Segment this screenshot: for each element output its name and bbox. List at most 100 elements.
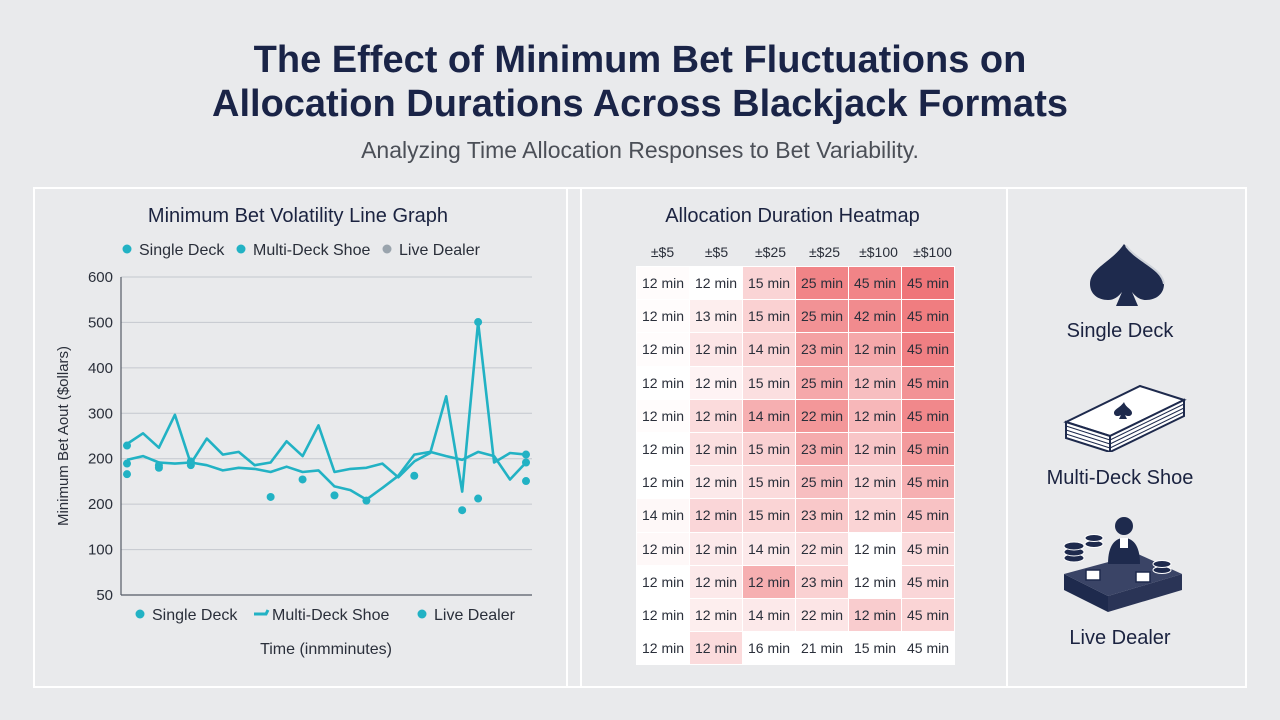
y-tick-label: 50 — [96, 587, 113, 604]
heatmap-cell: 12 min — [636, 531, 690, 566]
heatmap-cell: 12 min — [848, 564, 902, 599]
heatmap-cell: 12 min — [636, 631, 690, 666]
heatmap-cell: 12 min — [689, 498, 743, 533]
heatmap-cell: 12 min — [848, 498, 902, 533]
y-tick-label: 200 — [88, 496, 113, 513]
y-tick-label: 500 — [88, 314, 113, 331]
heatmap-cell: 12 min — [689, 365, 743, 400]
format-label-live-dealer: Live Dealer — [1069, 627, 1171, 649]
legend-label: Multi-Deck Shoe — [253, 242, 370, 259]
heatmap-cell: 16 min — [742, 631, 796, 666]
heatmap-cell: 12 min — [636, 597, 690, 633]
legend-label: Live Dealer — [399, 242, 481, 259]
heatmap-cell: 14 min — [742, 531, 796, 566]
heatmap-row: 12 min 12 min 16 min 21 min 15 min 45 min — [636, 631, 955, 666]
heatmap-cell: 45 min — [901, 365, 955, 400]
data-point — [362, 496, 371, 505]
heatmap-cell: 12 min — [636, 398, 690, 433]
heatmap-column-header: ±$25 — [754, 244, 787, 260]
legend-marker — [382, 244, 392, 254]
heatmap-cell: 25 min — [795, 365, 849, 400]
heatmap-cell: 22 min — [795, 531, 849, 566]
card-shoe-icon — [1063, 384, 1187, 452]
panel-divider — [580, 188, 582, 688]
legend-label: Single Deck — [152, 607, 238, 624]
heatmap-cell: 45 min — [901, 498, 955, 533]
heatmap-cell: 25 min — [795, 299, 849, 334]
heatmap-cell: 12 min — [636, 431, 690, 467]
line-chart-title: Minimum Bet Volatility Line Graph — [147, 205, 449, 227]
heatmap-cell: 12 min — [689, 431, 743, 467]
heatmap-row: 12 min 12 min 12 min 23 min 12 min 45 min — [636, 564, 955, 599]
legend-marker — [122, 244, 132, 254]
heatmap-cell: 12 min — [636, 465, 690, 500]
heatmap-cell: 15 min — [742, 431, 796, 467]
heatmap-cell: 12 min — [848, 431, 902, 467]
heatmap-cell: 14 min — [742, 398, 796, 433]
y-tick-label: 100 — [88, 542, 113, 559]
heatmap-cell: 15 min — [742, 465, 796, 500]
heatmap-cell: 45 min — [901, 597, 955, 633]
content-panel — [33, 187, 1247, 688]
heatmap-row: 12 min 12 min 15 min 23 min 12 min 45 min — [636, 431, 955, 467]
heatmap-row: 12 min 12 min 14 min 23 min 12 min 45 min — [636, 332, 955, 367]
heatmap-row: 12 min 12 min 15 min 25 min 12 min 45 min — [636, 465, 955, 500]
heatmap-cell: 12 min — [689, 265, 743, 301]
heatmap-cell: 42 min — [848, 299, 902, 334]
data-point — [123, 470, 131, 479]
heatmap-cell: 12 min — [689, 465, 743, 500]
heatmap-row: 12 min 12 min 14 min 22 min 12 min 45 min — [636, 398, 955, 433]
heatmap-cell: 12 min — [689, 332, 743, 367]
legend-marker — [417, 609, 427, 619]
data-point — [522, 458, 530, 467]
data-point — [154, 463, 163, 472]
heatmap-row: 12 min 13 min 15 min 25 min 42 min 45 min — [636, 299, 955, 334]
heatmap-cell: 12 min — [742, 564, 796, 599]
heatmap-cell: 14 min — [742, 332, 796, 367]
heatmap-row: 12 min 12 min 14 min 22 min 12 min 45 min — [636, 531, 955, 566]
heatmap-row: 14 min 12 min 15 min 23 min 12 min 45 min — [636, 498, 955, 533]
heatmap-cell: 15 min — [742, 265, 796, 301]
heatmap-cell: 23 min — [795, 564, 849, 599]
page-subtitle: Analyzing Time Allocation Responses to B… — [361, 137, 919, 163]
heatmap-cell: 45 min — [901, 465, 955, 500]
heatmap-cell: 12 min — [689, 564, 743, 599]
heatmap-column-header: ±$25 — [808, 244, 841, 260]
heatmap-title: Allocation Duration Heatmap — [665, 205, 920, 227]
panel-divider — [1006, 188, 1008, 688]
heatmap-cell: 13 min — [689, 299, 743, 334]
data-point — [522, 450, 530, 459]
heatmap-cell: 12 min — [689, 631, 743, 666]
heatmap-cell: 12 min — [689, 531, 743, 566]
heatmap-cell: 15 min — [742, 498, 796, 533]
y-axis-label: Minimum Bet Aout ($ollars) — [55, 346, 72, 526]
heatmap-cell: 45 min — [901, 531, 955, 566]
title-line-2: Allocation Durations Across Blackjack Fo… — [212, 83, 1068, 125]
data-point — [298, 475, 307, 484]
heatmap-cell: 25 min — [795, 265, 849, 301]
heatmap-cell: 12 min — [636, 299, 690, 334]
heatmap-cell: 15 min — [742, 299, 796, 334]
format-label-multi-deck-shoe: Multi-Deck Shoe — [1046, 467, 1194, 489]
legend-label: Multi-Deck Shoe — [272, 607, 389, 624]
heatmap-cell: 12 min — [636, 332, 690, 367]
heatmap-cell: 23 min — [795, 332, 849, 367]
heatmap-cell: 45 min — [901, 564, 955, 599]
data-point — [186, 457, 195, 466]
heatmap-cell: 12 min — [848, 597, 902, 633]
heatmap-cell: 21 min — [795, 631, 849, 666]
heatmap-cell: 45 min — [848, 265, 902, 301]
spade-icon — [1090, 244, 1165, 306]
x-axis-label: Time (inmminutes) — [260, 641, 392, 658]
heatmap-cell: 45 min — [901, 265, 955, 301]
heatmap-cell: 12 min — [848, 365, 902, 400]
legend-marker — [236, 244, 246, 254]
heatmap-cell: 12 min — [848, 531, 902, 566]
title-line-1: The Effect of Minimum Bet Fluctuations o… — [253, 39, 1027, 81]
heatmap-cell: 14 min — [636, 498, 690, 533]
heatmap-cell: 12 min — [689, 398, 743, 433]
legend-marker — [254, 609, 270, 616]
heatmap-column-header: ±$100 — [913, 244, 952, 260]
data-point — [123, 459, 131, 468]
heatmap-cell: 15 min — [742, 365, 796, 400]
